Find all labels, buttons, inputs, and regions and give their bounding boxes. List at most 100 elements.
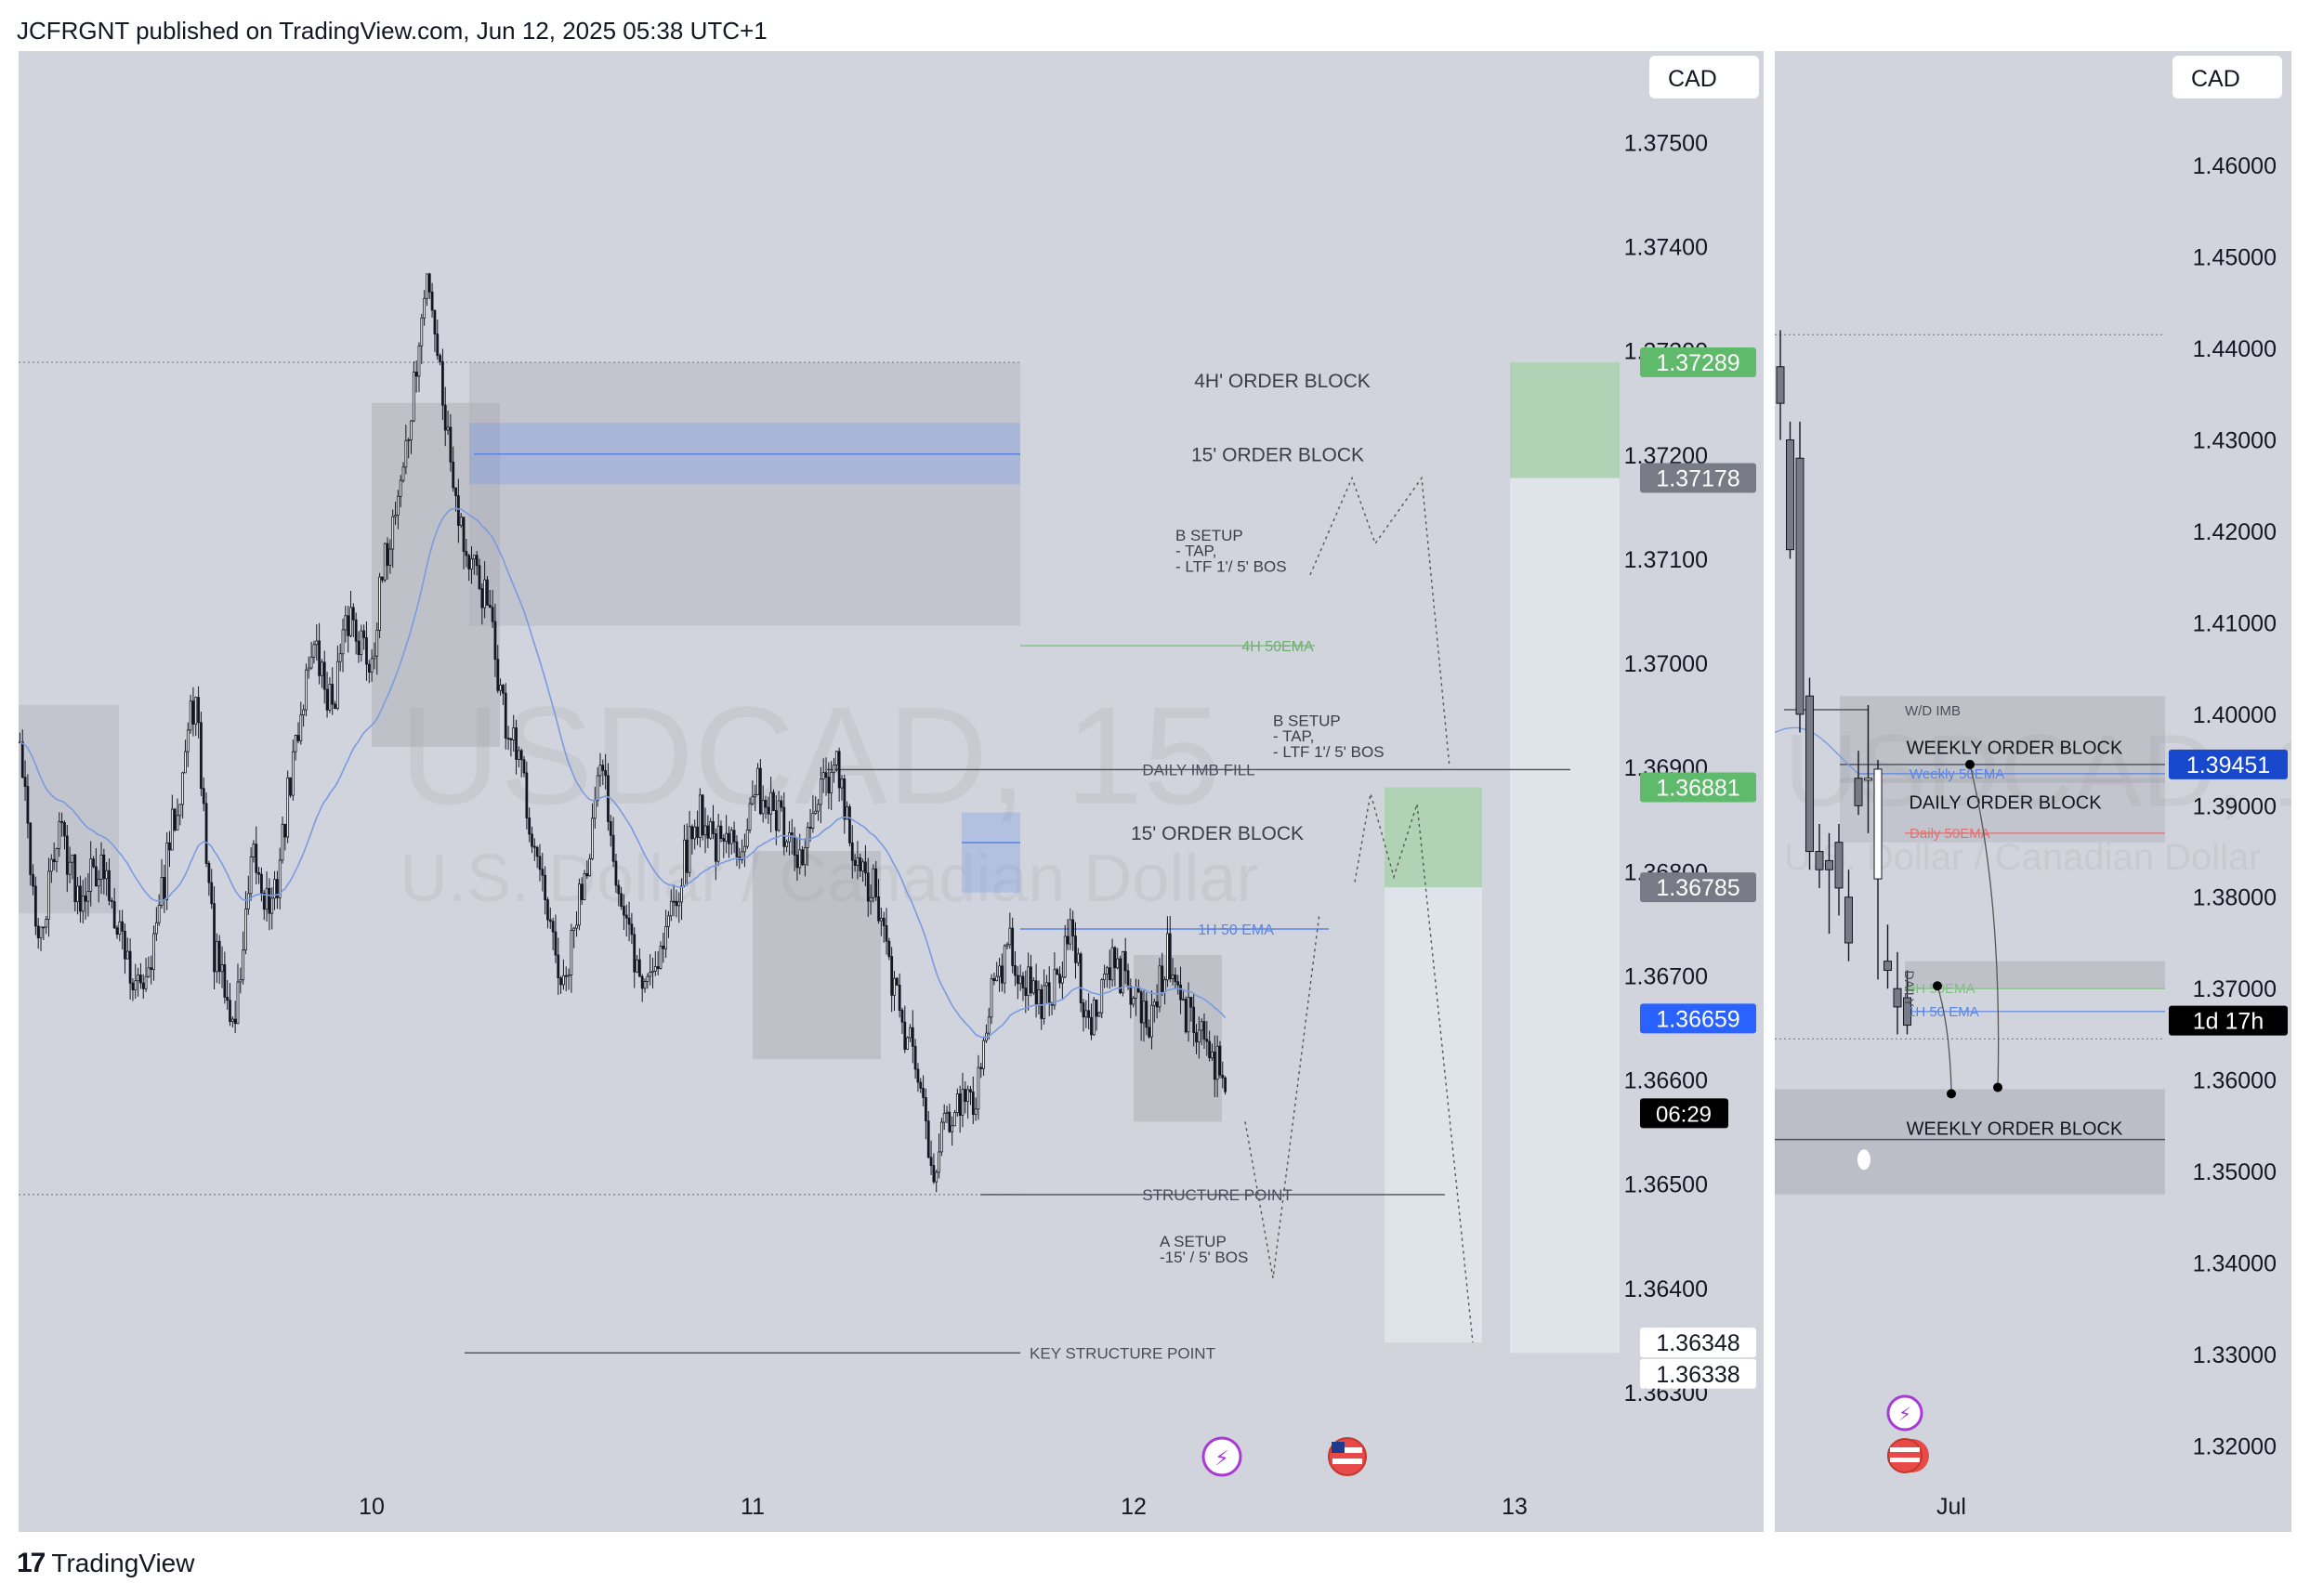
price-label-1.37289-bg <box>1640 347 1756 378</box>
candle-body <box>546 899 549 921</box>
label-weekly-50ema: Weekly 50EMA <box>1910 766 2004 782</box>
candle-body <box>535 846 539 857</box>
chart-1w-svg[interactable]: USDCAD, 1WU.S. Dollar / Canadian DollarW… <box>1775 51 2291 1532</box>
candle-body <box>204 803 208 864</box>
candle-body <box>357 640 361 656</box>
candle-body <box>1005 944 1009 947</box>
candle-body <box>125 950 129 960</box>
candle-body <box>189 700 192 731</box>
candle-body <box>725 832 728 842</box>
candle-body <box>1142 1001 1146 1024</box>
candle-body <box>955 1092 959 1113</box>
candle-body <box>519 750 523 761</box>
candle-body <box>1158 965 1162 1008</box>
candle-body <box>719 825 723 839</box>
candle-1w-body <box>1893 988 1902 1008</box>
candle-body <box>662 946 665 949</box>
candle-body <box>1139 991 1143 1024</box>
candle-body <box>598 765 602 777</box>
candle-body <box>630 923 634 935</box>
candle-body <box>128 950 132 984</box>
candle-body <box>449 426 453 463</box>
candle-body <box>570 930 573 975</box>
arrow-end-dot <box>1947 1089 1956 1099</box>
candle-body <box>1123 950 1127 972</box>
price-label-1.36348: 1.36348 <box>1656 1330 1739 1356</box>
candle-body <box>202 788 205 805</box>
candle-body <box>926 1120 930 1158</box>
candle-body <box>239 979 243 983</box>
candle-body <box>701 794 704 836</box>
candle-body <box>515 727 518 760</box>
candle-body <box>102 854 106 880</box>
candle-body <box>938 1151 940 1173</box>
candle-1w-body <box>1873 768 1883 880</box>
candle-body <box>517 750 520 760</box>
symbol-description-watermark-1w: U.S. Dollar / Canadian Dollar <box>1784 837 2262 878</box>
chart-15m-svg[interactable]: USDCAD, 15U.S. Dollar / Canadian Dollar4… <box>19 51 1764 1532</box>
publisher-attribution: JCFRGNT published on TradingView.com, Ju… <box>17 17 768 45</box>
label-b-setup-upper: B SETUP <box>1175 527 1243 544</box>
label-daily-imb-fill: DAILY IMB FILL <box>1142 761 1254 778</box>
candle-body <box>255 844 258 873</box>
candle-body <box>141 982 145 989</box>
candle-body <box>633 934 637 973</box>
candle-body <box>522 759 526 774</box>
candle-body <box>197 697 200 724</box>
candle-body <box>640 975 644 989</box>
price-label-1.37289: 1.37289 <box>1656 350 1739 376</box>
event-lightning-icon <box>1201 1436 1242 1477</box>
candle-body <box>76 885 79 902</box>
label-4h-50ema-1w: 4H 50EMA <box>1908 981 1975 997</box>
candle-body <box>690 826 694 840</box>
candle-body <box>966 1089 970 1103</box>
candle-body <box>137 975 139 982</box>
candle-body <box>798 849 802 869</box>
candle-body <box>953 1112 956 1127</box>
candle-body <box>420 317 424 347</box>
candle-body <box>1135 987 1137 999</box>
candle-body <box>646 975 650 982</box>
tradingview-footer[interactable]: 17 TradingView <box>17 1548 194 1579</box>
candle-body <box>748 803 752 831</box>
y-tick-1w-1.34000: 1.34000 <box>2193 1251 2277 1277</box>
candle-body <box>743 845 746 853</box>
candle-body <box>528 818 532 835</box>
price-label-1.37178-bg <box>1640 463 1756 493</box>
candle-body <box>1095 999 1098 1017</box>
y-tick-1.36400: 1.36400 <box>1624 1276 1708 1302</box>
candle-body <box>459 517 463 526</box>
candle-body <box>627 917 631 925</box>
candle-body <box>452 461 455 489</box>
label-a-setup-bos: -15' / 5' BOS <box>1160 1249 1248 1266</box>
event-lightning-icon-1w <box>1886 1394 1923 1432</box>
candle-body <box>347 615 350 636</box>
candle-body <box>262 892 266 910</box>
price-label-1w-current-bg <box>2169 749 2288 779</box>
arrow-end-dot-2 <box>1993 1082 2002 1092</box>
currency-label-1w: CAD <box>2191 66 2240 92</box>
candle-body <box>683 839 686 886</box>
candle-body <box>1008 927 1012 946</box>
candle-body <box>150 967 153 971</box>
chart-15m-panel[interactable]: USDCAD, 15 U.S. Dollar / Canadian Dollar 4… <box>19 51 1764 1532</box>
candle-body <box>1079 953 1083 1003</box>
candle-body <box>859 857 862 871</box>
candle-body <box>283 823 287 838</box>
price-label-1.36785-bg <box>1640 872 1756 903</box>
candle-body <box>846 806 849 820</box>
candle-body <box>1076 953 1080 963</box>
candle-body <box>299 714 303 741</box>
candle-body <box>541 869 545 876</box>
candle-body <box>1218 1045 1222 1076</box>
candle-body <box>94 866 98 887</box>
tradingview-brand: TradingView <box>51 1549 195 1577</box>
x-tick-13: 13 <box>1502 1494 1528 1520</box>
candle-body <box>465 551 468 556</box>
y-tick-1w-1.37000: 1.37000 <box>2193 976 2277 1002</box>
price-label-1.36659: 1.36659 <box>1656 1006 1739 1032</box>
chart-1w-panel[interactable]: USDCAD, 1WU.S. Dollar / Canadian DollarW… <box>1775 51 2291 1532</box>
candle-body <box>499 685 502 691</box>
candle-body <box>777 800 781 831</box>
candle-body <box>139 975 142 984</box>
